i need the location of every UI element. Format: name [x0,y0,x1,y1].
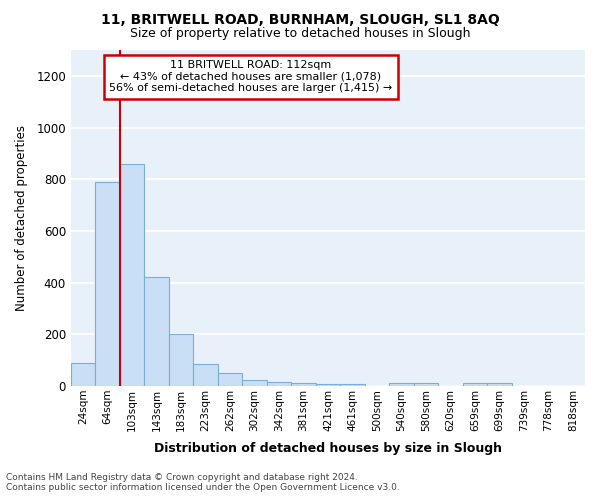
Text: Size of property relative to detached houses in Slough: Size of property relative to detached ho… [130,28,470,40]
Bar [120,164,145,386]
Bar [218,372,242,386]
Bar [291,384,316,386]
X-axis label: Distribution of detached houses by size in Slough: Distribution of detached houses by size … [154,442,502,455]
Text: 11 BRITWELL ROAD: 112sqm
← 43% of detached houses are smaller (1,078)
56% of sem: 11 BRITWELL ROAD: 112sqm ← 43% of detach… [109,60,392,94]
Bar [463,384,487,386]
Y-axis label: Number of detached properties: Number of detached properties [15,125,28,311]
Bar [71,362,95,386]
Bar [95,182,120,386]
Bar [242,380,267,386]
Bar [193,364,218,386]
Bar [413,384,438,386]
Bar [267,382,291,386]
Bar [316,384,340,386]
Bar [389,384,413,386]
Text: 11, BRITWELL ROAD, BURNHAM, SLOUGH, SL1 8AQ: 11, BRITWELL ROAD, BURNHAM, SLOUGH, SL1 … [101,12,499,26]
Text: Contains HM Land Registry data © Crown copyright and database right 2024.
Contai: Contains HM Land Registry data © Crown c… [6,473,400,492]
Bar [145,278,169,386]
Bar [340,384,365,386]
Bar [487,384,512,386]
Bar [169,334,193,386]
